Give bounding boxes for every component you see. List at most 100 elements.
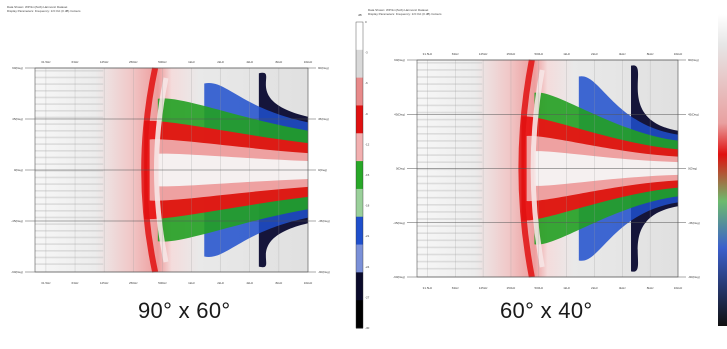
- x-tick-top: 16kHz: [304, 60, 313, 64]
- stripe: [35, 156, 104, 159]
- panel-1-plot: 31.5Hz 31.5Hz 63Hz 63Hz 125Hz 125Hz 250Hz 250Hz…: [11, 60, 330, 285]
- colorbar-swatch: [356, 244, 363, 273]
- x-tick-bottom: 500Hz: [534, 286, 543, 290]
- x-tick-bottom: 500Hz: [158, 281, 167, 285]
- stripe: [417, 118, 483, 121]
- x-tick-top: 250Hz: [507, 52, 516, 56]
- colorbar-label: -6: [365, 81, 368, 85]
- panel-1-header: Data Shown: WP/1m(SoS) Harmonic Dataset …: [7, 5, 81, 13]
- stripe: [35, 250, 104, 252]
- y-tick-right: 90(Deg): [688, 58, 699, 62]
- stripe: [35, 90, 104, 92]
- partial-colorbar-right: [718, 14, 727, 326]
- stripe: [417, 182, 483, 185]
- panel-2-header-line-1: Data Shown: WP/1m(SoS) Harmonic Dataset: [368, 8, 429, 12]
- stripe: [35, 103, 104, 105]
- x-tick-top: 2kHz: [591, 52, 598, 56]
- colorbar-swatch: [356, 105, 363, 134]
- x-tick-top: 500Hz: [534, 52, 543, 56]
- panel-2-header-line-2: Display Parameters: Frequency: 1/3 Oct (…: [368, 11, 442, 16]
- x-tick-bottom: 31.5Hz: [423, 286, 433, 290]
- x-tick-top: 1kHz: [563, 52, 570, 56]
- y-tick-right: 45(Deg): [688, 112, 699, 116]
- y-tick-left: 0(Deg): [14, 168, 23, 172]
- stripe: [417, 76, 483, 78]
- x-tick-top: 4kHz: [619, 52, 626, 56]
- y-tick-left: 45(Deg): [394, 112, 405, 116]
- plot-frame: [34, 67, 309, 273]
- colorbar-swatch: [356, 161, 363, 190]
- y-tick-left: 90(Deg): [394, 58, 405, 62]
- colorbar-swatch: [356, 300, 363, 329]
- y-tick-right: 45(Deg): [318, 117, 329, 121]
- x-tick-top: 125Hz: [100, 60, 109, 64]
- stripe: [417, 168, 483, 171]
- x-tick-bottom: 4kHz: [619, 286, 626, 290]
- colorbar-label: -12: [365, 142, 370, 146]
- colorbar-swatch: [356, 133, 363, 162]
- heatmap-panel-1: Data Shown: WP/1m(SoS) Harmonic Dataset …: [0, 0, 350, 349]
- stripe: [35, 243, 104, 245]
- stripe: [35, 116, 104, 119]
- stripe: [417, 232, 483, 234]
- stripe: [35, 96, 104, 99]
- stripe: [35, 196, 104, 199]
- stripe: [35, 216, 104, 219]
- x-tick-top: 500Hz: [158, 60, 167, 64]
- y-tick-left: -90(Deg): [11, 270, 23, 274]
- stripe: [417, 225, 483, 227]
- stripe: [417, 111, 483, 114]
- stripe: [417, 125, 483, 128]
- colorbar-swatch: [356, 188, 363, 218]
- x-tick-bottom: 1kHz: [188, 281, 195, 285]
- stripe: [417, 90, 483, 92]
- y-tick-right: -45(Deg): [318, 219, 330, 223]
- stripe: [417, 83, 483, 85]
- y-tick-left: 90(Deg): [12, 66, 23, 70]
- x-tick-bottom: 16kHz: [304, 281, 313, 285]
- stripe: [35, 223, 104, 225]
- stripe: [417, 211, 483, 213]
- x-tick-bottom: 63Hz: [452, 286, 460, 290]
- panel-2-header: Data Shown: WP/1m(SoS) Harmonic Dataset …: [368, 8, 442, 16]
- x-tick-bottom: 125Hz: [100, 281, 109, 285]
- x-tick-top: 4kHz: [246, 60, 253, 64]
- stripe: [35, 230, 104, 232]
- colorbar-label: -27: [365, 295, 370, 299]
- panel-2-caption: 60° x 40°: [500, 298, 593, 323]
- stripe: [35, 143, 104, 145]
- panel-1-header-line-2: Display Parameters: Frequency: 1/3 Oct (…: [7, 8, 81, 13]
- y-tick-left: -45(Deg): [393, 221, 405, 225]
- stripe: [35, 163, 104, 165]
- stripe: [417, 104, 483, 107]
- stripe: [35, 76, 104, 79]
- colorbar-swatch: [356, 77, 363, 106]
- y-tick-left: -45(Deg): [11, 219, 23, 223]
- stripe: [35, 183, 104, 185]
- x-tick-top: 63Hz: [72, 60, 80, 64]
- stripe: [35, 263, 104, 265]
- stripe: [35, 136, 104, 139]
- stripe: [417, 154, 483, 156]
- stripe: [417, 267, 483, 270]
- x-tick-bottom: 4kHz: [246, 281, 253, 285]
- stripe: [417, 147, 483, 149]
- stripe: [417, 175, 483, 178]
- y-tick-right: -45(Deg): [688, 221, 700, 225]
- x-tick-bottom: 8kHz: [275, 281, 282, 285]
- stripe: [417, 218, 483, 220]
- x-tick-bottom: 125Hz: [479, 286, 488, 290]
- stripe: [417, 239, 483, 242]
- stripe: [35, 123, 104, 125]
- stripe: [417, 260, 483, 263]
- stripe: [35, 150, 104, 152]
- colorbar-frame: [355, 21, 364, 329]
- x-tick-top: 8kHz: [647, 52, 654, 56]
- heatmap-panel-2: Data Shown: WP/1m(SoS) Harmonic Dataset …: [360, 0, 710, 349]
- x-tick-top: 2kHz: [217, 60, 224, 64]
- stripe: [417, 62, 483, 64]
- y-tick-right: 0(Deg): [688, 167, 697, 171]
- colorbar-label: -18: [365, 204, 370, 208]
- x-tick-bottom: 250Hz: [129, 281, 138, 285]
- stripe: [417, 161, 483, 163]
